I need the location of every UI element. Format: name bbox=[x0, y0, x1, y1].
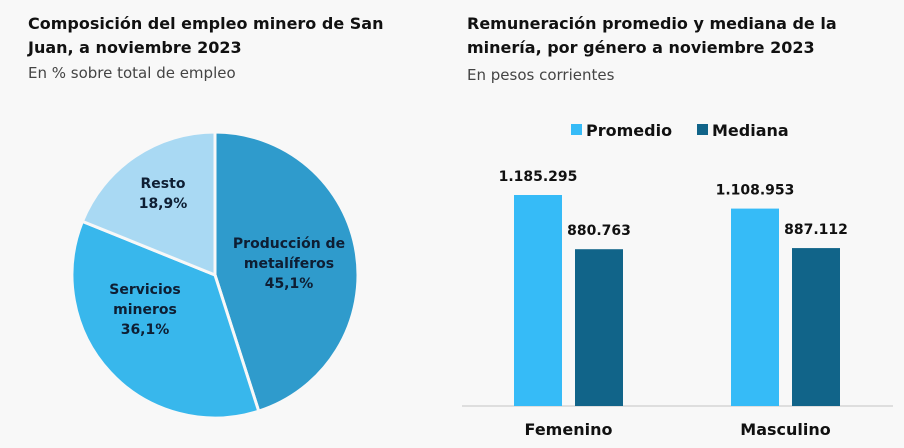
pie-slice-label: metalíferos bbox=[244, 256, 334, 272]
bar-value-label: 1.185.295 bbox=[499, 169, 578, 185]
bar-value-label: 1.108.953 bbox=[716, 183, 795, 199]
bar-chart-subtitle: En pesos corrientes bbox=[467, 66, 615, 84]
legend-swatch-promedio bbox=[571, 124, 582, 135]
bar-chart-title: Remuneración promedio y mediana de la mi… bbox=[467, 14, 837, 57]
pie-slice-label: Servicios bbox=[109, 282, 180, 298]
pie-chart-subtitle: En % sobre total de empleo bbox=[28, 64, 236, 82]
pie-slice-value-label: 36,1% bbox=[121, 322, 170, 338]
bar-promedio bbox=[731, 208, 779, 406]
pie-slice-value-label: 45,1% bbox=[265, 276, 314, 292]
legend-label: Mediana bbox=[712, 121, 789, 140]
bar-value-label: 887.112 bbox=[784, 222, 848, 238]
pie-chart-title: Composición del empleo minero de San Jua… bbox=[28, 14, 384, 57]
x-tick-label: Femenino bbox=[525, 420, 613, 439]
bar-promedio bbox=[514, 195, 562, 406]
bar-mediana bbox=[575, 249, 623, 406]
x-tick-label: Masculino bbox=[740, 420, 830, 439]
pie-slice bbox=[70, 219, 261, 420]
pie-slice bbox=[80, 130, 217, 278]
bar-value-label: 880.763 bbox=[567, 223, 631, 239]
pie-slice-label: Producción de bbox=[233, 236, 345, 252]
legend-label: Promedio bbox=[586, 121, 672, 140]
pie-slice-label: mineros bbox=[113, 302, 177, 318]
pie-slice-value-label: 18,9% bbox=[139, 196, 188, 212]
pie-slice-label: Resto bbox=[141, 176, 186, 192]
legend-swatch-mediana bbox=[697, 124, 708, 135]
bar-mediana bbox=[792, 248, 840, 406]
pie-slice bbox=[213, 130, 360, 414]
